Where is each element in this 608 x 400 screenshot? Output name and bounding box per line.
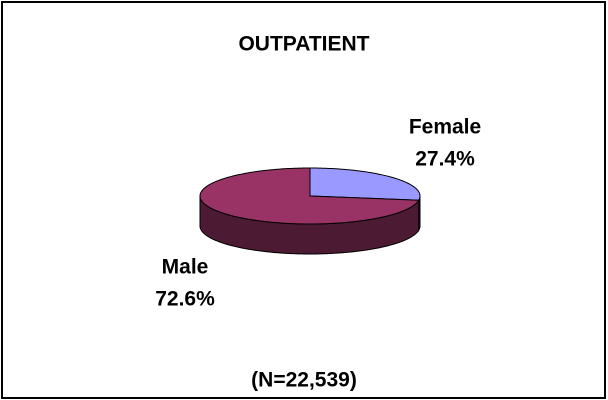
slice-label: Male (162, 256, 209, 279)
annotation: (N=22,539) (251, 369, 357, 392)
slice-label: Female (409, 116, 481, 139)
slice (309, 167, 421, 201)
slice (199, 167, 420, 225)
value-label: 72.6% (155, 288, 215, 311)
value-label: 27.4% (415, 148, 475, 171)
chart-title: OUTPATIENT (238, 33, 369, 56)
